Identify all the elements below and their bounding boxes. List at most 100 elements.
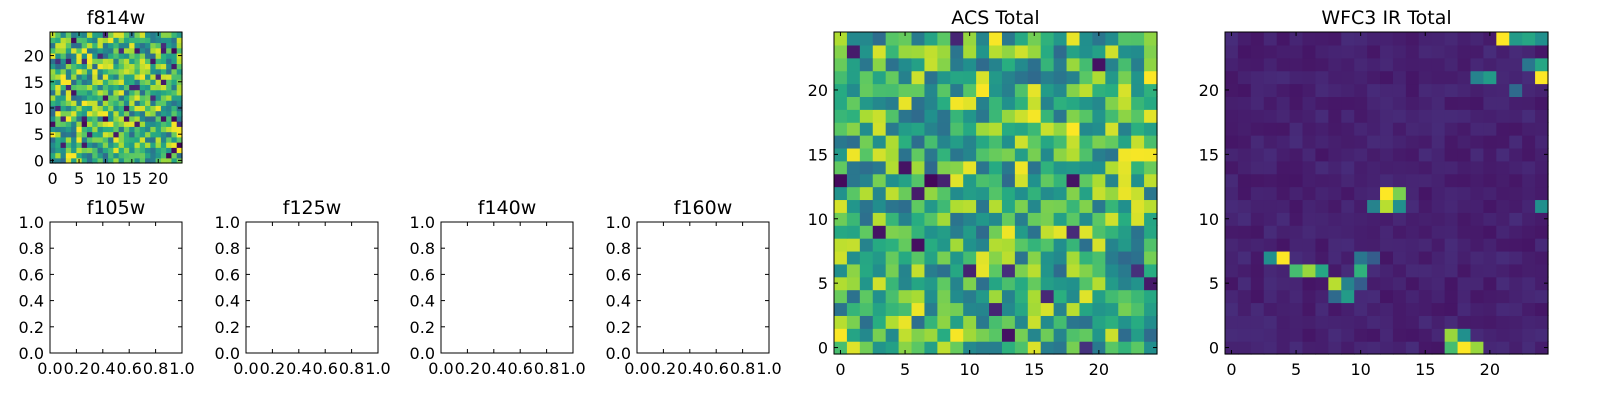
heatmap-cell [176, 32, 183, 38]
heatmap-cell [872, 83, 887, 97]
heatmap-cell [1405, 289, 1420, 304]
heatmap-cell [1144, 135, 1158, 149]
heatmap-cell [950, 135, 964, 149]
heatmap-cell [1457, 186, 1472, 201]
heatmap-cell [1001, 225, 1016, 239]
heatmap-cell [898, 32, 913, 46]
heatmap-cell [176, 94, 183, 101]
heatmap-cell [71, 121, 77, 127]
heatmap-cell [885, 276, 900, 291]
heatmap-cell [1444, 135, 1459, 149]
heatmap-cell [1483, 212, 1497, 226]
heatmap-cell [55, 115, 62, 122]
heatmap-cell [1237, 315, 1252, 329]
heatmap-cell [1431, 32, 1446, 46]
heatmap-cell [118, 73, 125, 80]
heatmap-cell [65, 100, 72, 106]
heatmap-cell [1496, 57, 1510, 72]
heatmap-cell [1431, 44, 1446, 59]
heatmap-cell [989, 225, 1003, 239]
heatmap-cell [1457, 328, 1472, 342]
heatmap-cell [937, 173, 951, 188]
heatmap-cell [1092, 44, 1106, 59]
heatmap-cell [1354, 199, 1368, 213]
heatmap-cell [60, 105, 67, 112]
heatmap-cell [92, 147, 99, 154]
heatmap-cell [950, 328, 964, 342]
heatmap-cell [71, 47, 77, 54]
heatmap-cell [885, 199, 900, 213]
heatmap-cell [97, 131, 104, 138]
heatmap-cell [76, 73, 83, 80]
heatmap-cell [1066, 135, 1081, 149]
heatmap-cell [1405, 44, 1420, 59]
heatmap-cell [92, 32, 99, 38]
heatmap-cell [1237, 173, 1252, 188]
heatmap-cell [97, 42, 104, 49]
heatmap-cell [1276, 276, 1291, 291]
heatmap-cell [1341, 57, 1355, 72]
heatmap-cell [166, 157, 173, 164]
heatmap-cell [118, 63, 125, 70]
heatmap-cell [160, 52, 167, 59]
heatmap-cell [1470, 70, 1484, 85]
heatmap-cell [834, 147, 848, 162]
heatmap-cell [1105, 160, 1119, 175]
heatmap-cell [1457, 57, 1472, 72]
heatmap-cell [1289, 276, 1304, 291]
heatmap-cell [1289, 96, 1304, 110]
heatmap-cell [1367, 109, 1381, 123]
heatmap-cell [963, 341, 977, 355]
heatmap-cell [1367, 341, 1381, 355]
heatmap-cell [150, 47, 157, 54]
heatmap-cell [911, 135, 926, 149]
heatmap-cell [834, 70, 848, 85]
heatmap-cell [1263, 32, 1278, 46]
heatmap-cell [145, 126, 151, 133]
heatmap-cell [123, 121, 130, 127]
heatmap-cell [1483, 32, 1497, 46]
heatmap-cell [160, 142, 167, 148]
heatmap-cell [846, 199, 861, 213]
heatmap-cell [1457, 302, 1472, 316]
heatmap-cell [1066, 328, 1081, 342]
heatmap-cell [86, 37, 93, 44]
heatmap-cell [102, 131, 109, 138]
heatmap-cell [950, 225, 964, 239]
heatmap-cell [1431, 122, 1446, 136]
axes-frame [1224, 31, 1549, 355]
heatmap-cell [1040, 238, 1055, 252]
heatmap-cell [846, 212, 861, 226]
heatmap-cell [1354, 250, 1368, 265]
heatmap-cell [1118, 173, 1132, 188]
heatmap-cell [1250, 315, 1265, 329]
heatmap-cell [60, 58, 67, 65]
heatmap-cell [834, 250, 848, 265]
heatmap-cell [1079, 315, 1093, 329]
heatmap-cell [1535, 160, 1549, 175]
heatmap-cell [924, 289, 938, 304]
heatmap-cell [1483, 147, 1497, 162]
heatmap-cell [1053, 135, 1068, 149]
heatmap-cell [885, 238, 900, 252]
heatmap-cell [1263, 160, 1278, 175]
heatmap-cell [108, 147, 114, 154]
heatmap-cell [123, 79, 130, 85]
heatmap-cell [1118, 212, 1132, 226]
heatmap-cell [1431, 109, 1446, 123]
heatmap-cell [1509, 135, 1523, 149]
heatmap-cell [1040, 160, 1055, 175]
heatmap-cell [50, 142, 56, 148]
heatmap-cell [166, 136, 173, 143]
heatmap-cell [1092, 276, 1106, 291]
heatmap-cell [92, 157, 99, 164]
heatmap-cell [1509, 328, 1523, 342]
heatmap-cell [1237, 70, 1252, 85]
heatmap-cell [911, 44, 926, 59]
x-tick-label: 1.0 [169, 359, 194, 378]
heatmap-cell [1225, 147, 1239, 162]
heatmap-cell [71, 157, 77, 164]
x-tick-label: 5 [1291, 360, 1301, 379]
heatmap-cell [1315, 135, 1329, 149]
heatmap-cell [171, 136, 178, 143]
